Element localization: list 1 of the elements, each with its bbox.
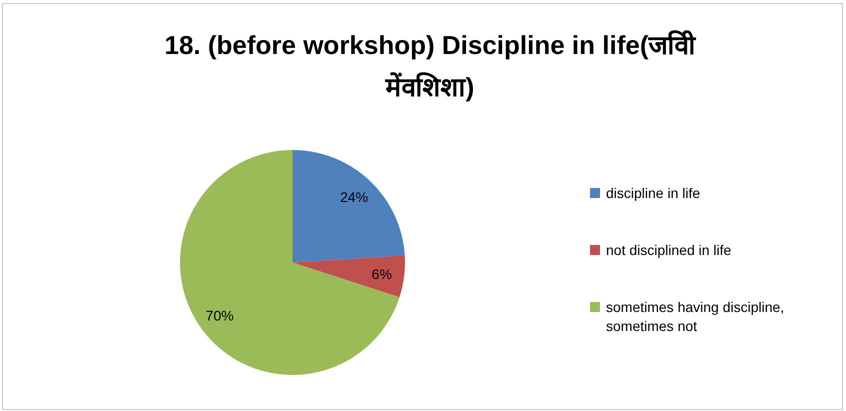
title: 18. (before workshop) Discipline in life(जवीि मेंवशिशा) <box>164 30 696 102</box>
